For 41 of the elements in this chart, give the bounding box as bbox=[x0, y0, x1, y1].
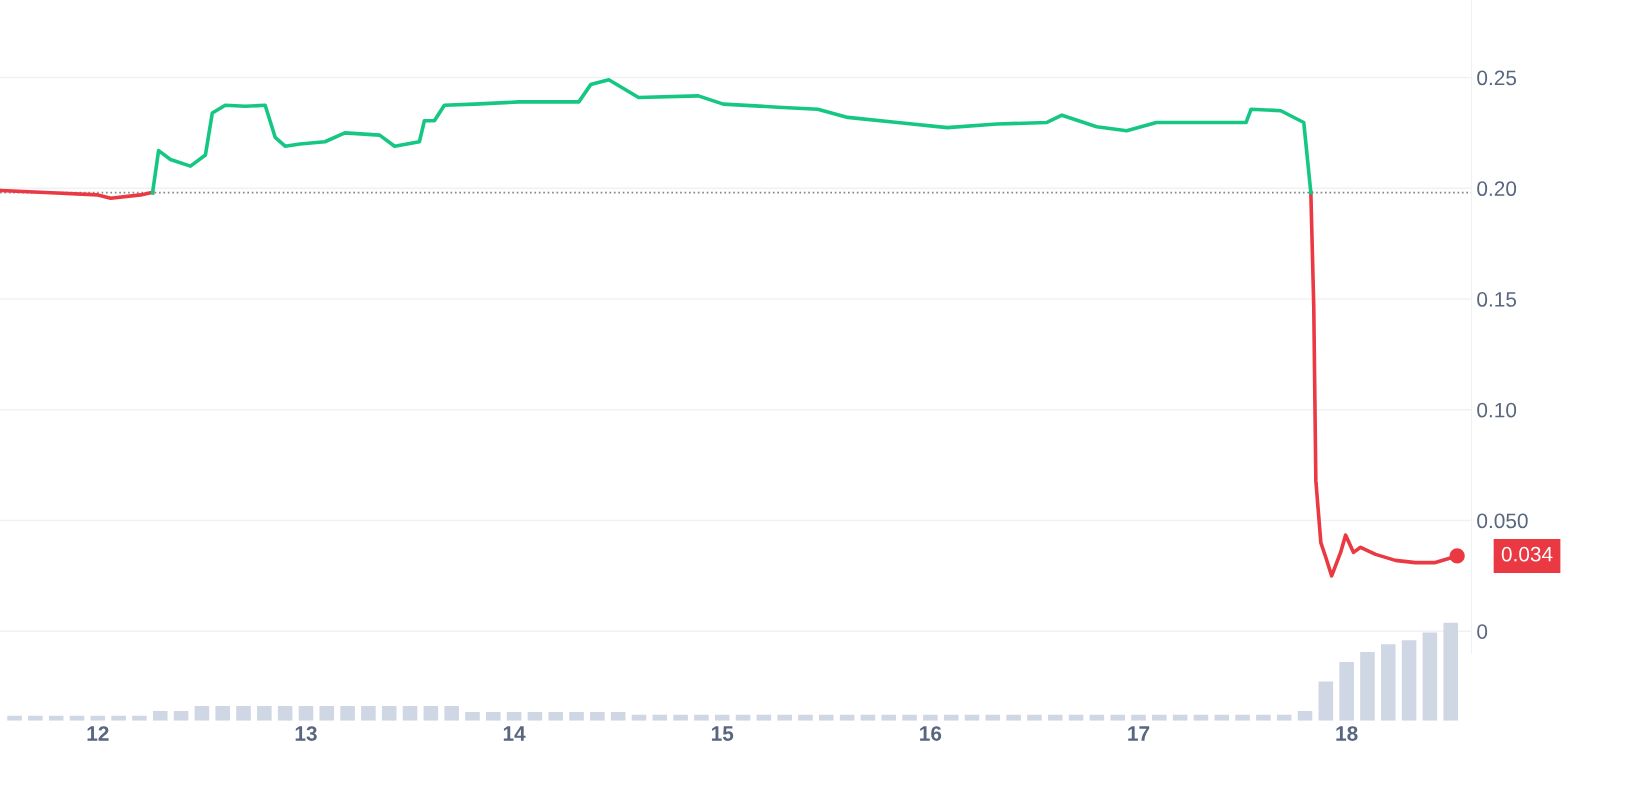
bar bbox=[590, 711, 605, 721]
bar bbox=[1422, 632, 1438, 721]
bar bbox=[319, 706, 335, 721]
x-tick-label: 17 bbox=[1128, 726, 1150, 741]
bar bbox=[486, 711, 501, 721]
bar bbox=[402, 706, 418, 721]
bar bbox=[465, 711, 480, 721]
x-tick-label: 12 bbox=[87, 726, 109, 741]
x-tick-label: 18 bbox=[1336, 726, 1358, 741]
bar bbox=[1318, 681, 1334, 721]
y-tick-label: 0.20 bbox=[1477, 181, 1517, 197]
y-tick-label: 0.050 bbox=[1477, 513, 1528, 529]
y-tick-label: 0.15 bbox=[1477, 292, 1517, 307]
x-tick-label: 14 bbox=[503, 726, 526, 741]
bar bbox=[1380, 644, 1396, 721]
annotation: 0.034 bbox=[1501, 546, 1553, 562]
bar bbox=[194, 706, 210, 721]
x-tick-label: 13 bbox=[295, 726, 317, 741]
bar bbox=[340, 706, 355, 721]
x-tick-label: 15 bbox=[711, 726, 734, 741]
bar bbox=[298, 706, 314, 721]
bar bbox=[361, 706, 376, 721]
bar bbox=[381, 706, 397, 721]
bar bbox=[1401, 640, 1417, 721]
bar bbox=[1443, 622, 1458, 721]
bar bbox=[1339, 661, 1354, 721]
bar bbox=[548, 711, 564, 721]
bar bbox=[277, 706, 293, 721]
bar bbox=[257, 706, 272, 721]
x-tick-label: 16 bbox=[920, 726, 942, 741]
line-series bbox=[150, 77, 1313, 195]
bar bbox=[1360, 652, 1375, 721]
y-tick-label: 0.10 bbox=[1477, 402, 1517, 418]
bar bbox=[569, 711, 584, 721]
y-tick-label: 0 bbox=[1477, 624, 1488, 639]
bar bbox=[236, 706, 251, 721]
bar bbox=[215, 706, 230, 721]
bar bbox=[423, 706, 439, 721]
bar bbox=[444, 706, 459, 721]
y-tick-label: 0.25 bbox=[1477, 70, 1517, 86]
bar bbox=[152, 710, 168, 721]
